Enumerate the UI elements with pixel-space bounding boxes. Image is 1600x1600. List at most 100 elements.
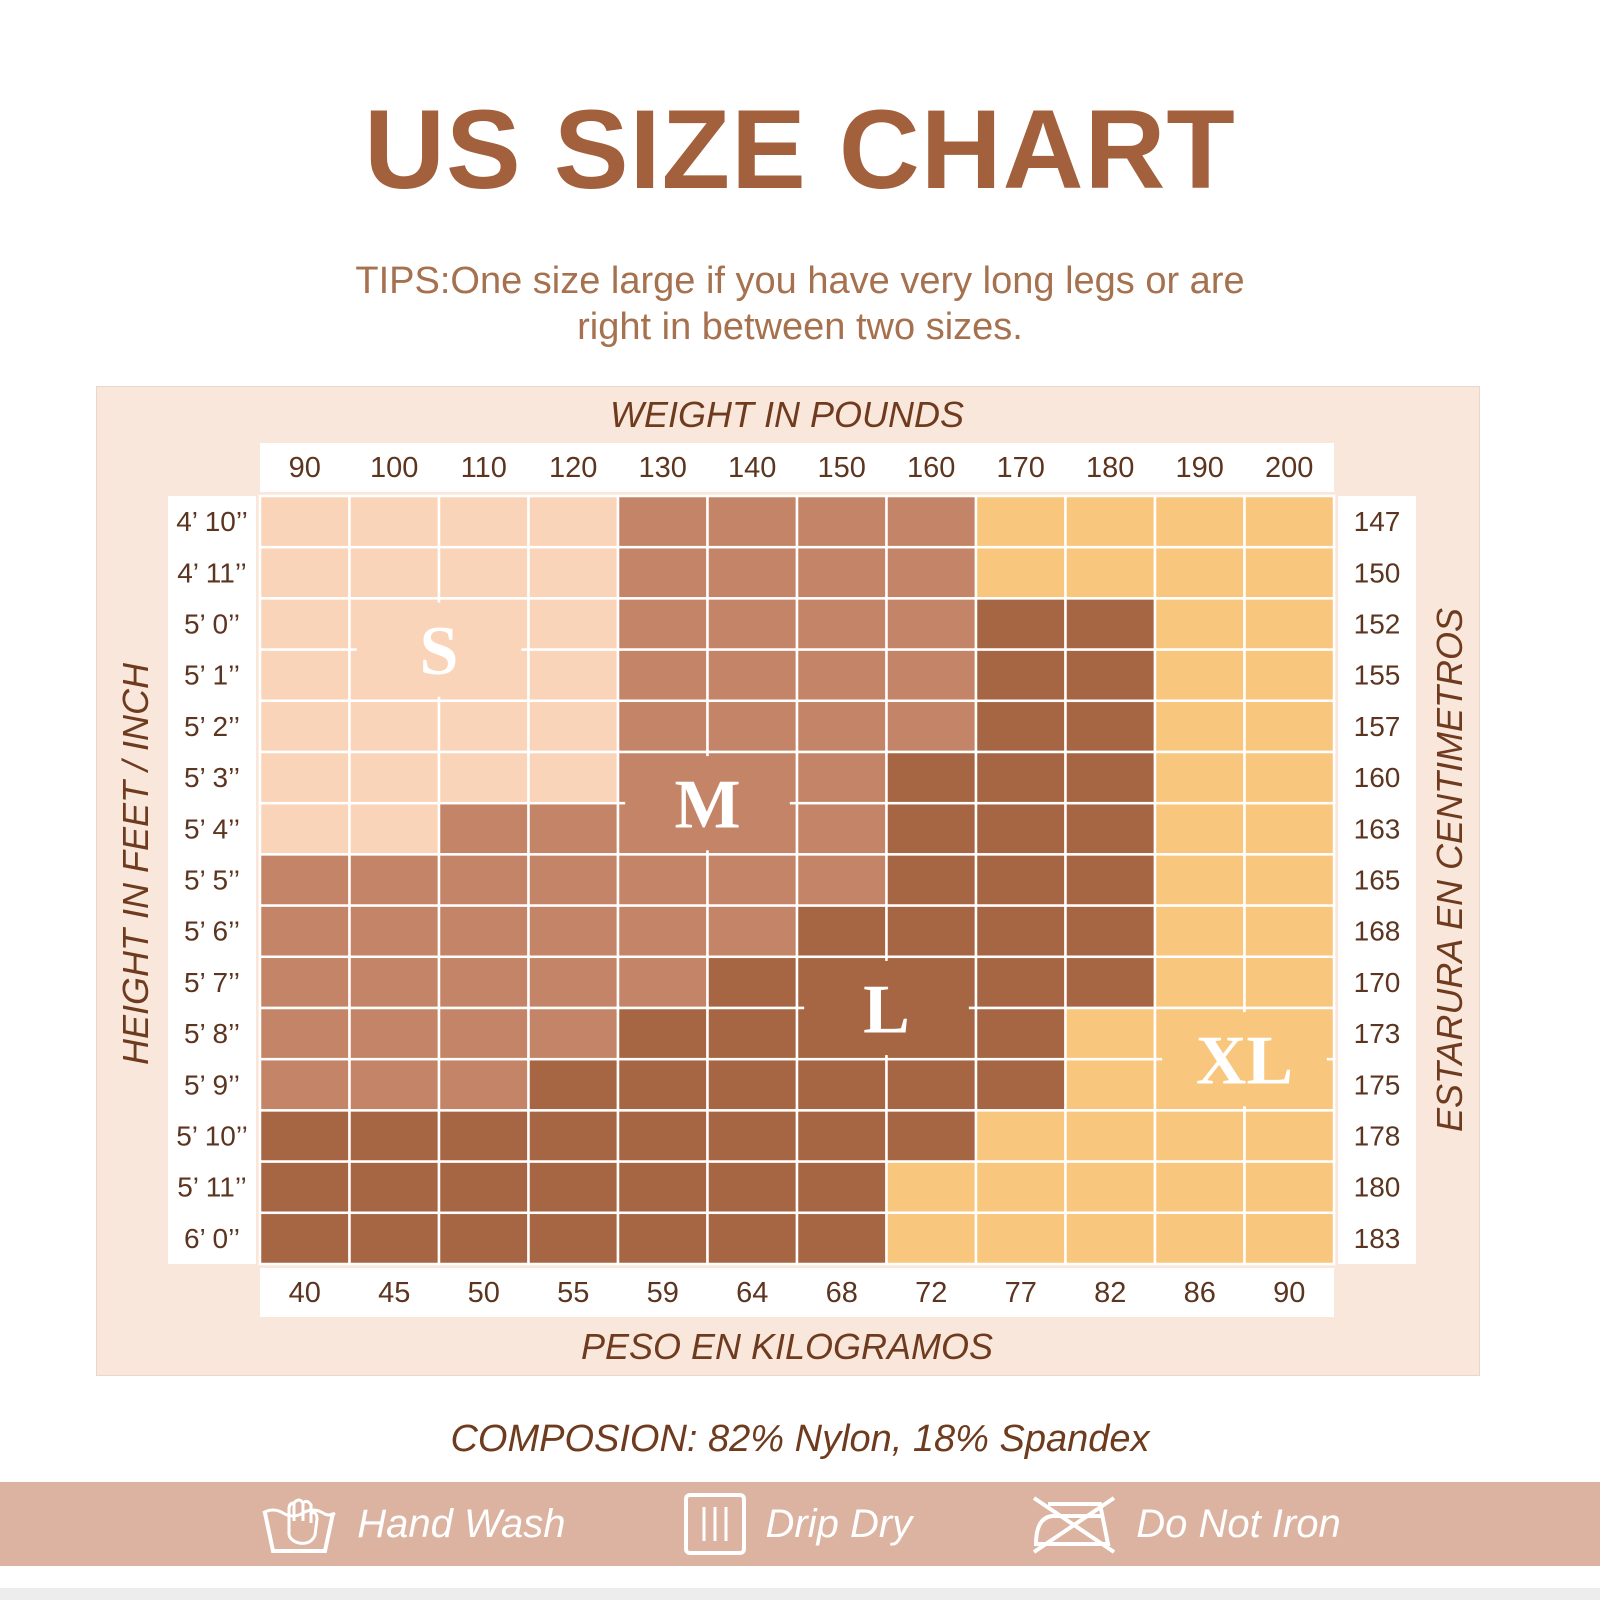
weight-kg-band [260, 1268, 1334, 1317]
size-cell-m [706, 597, 799, 651]
size-cell-xl [1153, 545, 1246, 600]
weight-lb-tick: 200 [1265, 452, 1313, 484]
size-cell-m [437, 904, 530, 959]
size-cell-m [885, 648, 978, 703]
size-cell-xl [1243, 955, 1336, 1010]
weight-kg-tick: 77 [1005, 1277, 1037, 1309]
do-not-iron-label: Do Not Iron [1136, 1501, 1341, 1546]
size-cell-m [706, 545, 799, 600]
size-cell-l [437, 1160, 530, 1215]
height-cm-tick: 175 [1354, 1069, 1401, 1100]
size-cell-m [258, 955, 351, 1010]
size-cell-l [1064, 853, 1157, 907]
size-cell-l [974, 750, 1067, 805]
height-ft-tick: 5’ 8’’ [184, 1018, 240, 1049]
size-cell-xl [1243, 801, 1336, 856]
size-cell-s [348, 545, 441, 600]
size-cell-l [795, 1160, 888, 1215]
size-cell-m [795, 699, 888, 754]
size-cell-m [706, 853, 799, 907]
size-cell-xl [1153, 494, 1246, 549]
size-cell-xl [1243, 853, 1336, 907]
size-cell-s [527, 750, 620, 805]
height-ft-tick: 5’ 2’’ [184, 711, 240, 742]
drip-dry-icon [683, 1493, 746, 1555]
size-cell-m [437, 955, 530, 1010]
size-cell-xl [1243, 648, 1336, 703]
tips-line-2: right in between two sizes. [577, 306, 1023, 348]
size-cell-xl [1243, 904, 1336, 959]
size-cell-s [527, 597, 620, 651]
size-cell-l [974, 853, 1067, 907]
size-cell-m [258, 1057, 351, 1112]
size-cell-s [348, 801, 441, 856]
size-cell-l [527, 1057, 620, 1112]
tips-line-1: TIPS:One size large if you have very lon… [355, 260, 1245, 302]
size-cell-l [527, 1160, 620, 1215]
height-cm-tick: 157 [1354, 711, 1401, 742]
size-cell-l [527, 1211, 620, 1266]
weight-lb-tick: 140 [728, 452, 776, 484]
size-label-bg-s [356, 602, 522, 697]
size-cell-l [974, 699, 1067, 754]
size-cell-s [527, 699, 620, 754]
size-cell-s [258, 801, 351, 856]
size-cell-m [348, 955, 441, 1010]
size-cell-m [348, 904, 441, 959]
size-cell-xl [1064, 494, 1157, 549]
weight-lb-tick: 90 [289, 452, 321, 484]
size-cell-l [974, 955, 1067, 1010]
size-cell-s [258, 699, 351, 754]
weight-lb-tick: 130 [639, 452, 687, 484]
size-cell-m [616, 597, 709, 651]
size-label-bg-l [804, 960, 969, 1056]
weight-kg-tick: 64 [736, 1277, 768, 1309]
size-cell-xl [1153, 1160, 1246, 1215]
weight-kg-tick: 90 [1273, 1277, 1305, 1309]
size-cell-m [795, 750, 888, 805]
height-ft-tick: 5’ 4’’ [184, 813, 240, 844]
size-cell-s [527, 545, 620, 600]
size-cell-xl [1243, 597, 1336, 651]
size-cell-l [258, 1109, 351, 1163]
size-cell-m [348, 853, 441, 907]
weight-lb-band [260, 443, 1334, 492]
size-cell-s [258, 545, 351, 600]
height-ft-tick: 5’ 5’’ [184, 865, 240, 896]
size-cell-l [616, 1006, 709, 1061]
size-cell-s [527, 648, 620, 703]
weight-lb-tick: 190 [1176, 452, 1224, 484]
size-cell-m [616, 955, 709, 1010]
height-cm-tick: 152 [1354, 609, 1401, 640]
tips-text: TIPS:One size large if you have very lon… [300, 258, 1300, 350]
care-item-drip-dry: Drip Dry [682, 1491, 912, 1557]
size-cell-xl [885, 1160, 978, 1215]
size-cell-xl [1064, 1057, 1157, 1112]
size-cell-m [616, 699, 709, 754]
size-cell-l [885, 801, 978, 856]
size-cell-l [437, 1109, 530, 1163]
size-cell-m [795, 801, 888, 856]
size-cell-m [258, 904, 351, 959]
do-not-iron-icon [1033, 1496, 1116, 1554]
weight-lb-tick: 150 [818, 452, 866, 484]
height-cm-tick: 160 [1354, 762, 1401, 793]
height-cm-tick: 178 [1354, 1121, 1401, 1152]
size-cell-xl [1153, 597, 1246, 651]
size-cell-m [616, 648, 709, 703]
size-cell-l [1064, 801, 1157, 856]
size-cell-l [527, 1109, 620, 1163]
size-cell-l [616, 1211, 709, 1266]
weight-kg-tick: 72 [915, 1277, 947, 1309]
size-cell-xl [885, 1211, 978, 1266]
size-cell-l [885, 904, 978, 959]
size-cell-l [885, 1109, 978, 1163]
size-cell-xl [1153, 904, 1246, 959]
size-cell-m [885, 494, 978, 549]
size-cell-m [527, 955, 620, 1010]
weight-lb-tick: 180 [1086, 452, 1134, 484]
size-cell-s [258, 648, 351, 703]
size-cell-l [974, 597, 1067, 651]
size-cell-l [974, 801, 1067, 856]
size-cell-xl [1064, 1006, 1157, 1061]
